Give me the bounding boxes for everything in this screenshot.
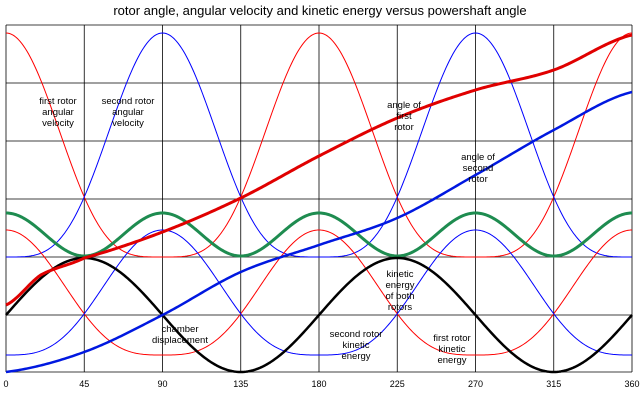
annotation-second-rotor-kinetic-energy: second rotor [330, 329, 383, 340]
x-tick-label: 135 [233, 379, 248, 389]
x-tick-label: 270 [468, 379, 483, 389]
x-tick-label: 225 [390, 379, 405, 389]
annotation-first-rotor-kinetic-energy: kinetic [439, 344, 466, 355]
series-first-rotor-angular-velocity [5, 32, 633, 258]
grid [5, 24, 633, 373]
series-angle-of-first-rotor [5, 33, 633, 307]
series-second-rotor-kinetic-energy [6, 229, 632, 356]
annotation-angle-of-first-rotor: first [396, 111, 412, 122]
series-second-rotor-angular-velocity [6, 32, 632, 258]
annotation-second-rotor-angular-velocity: second rotor [102, 96, 155, 107]
chart-title: rotor angle, angular velocity and kineti… [113, 3, 527, 18]
annotation-kinetic-energy-of-both-rotors: kinetic [387, 269, 414, 280]
annotation-first-rotor-angular-velocity: velocity [42, 118, 74, 129]
annotation-first-rotor-angular-velocity: first rotor [39, 96, 76, 107]
series-angle-of-second-rotor [5, 90, 633, 374]
x-tick-label: 360 [624, 379, 639, 389]
series-layer [5, 32, 633, 374]
annotation-second-rotor-angular-velocity: velocity [112, 118, 144, 129]
x-tick-label: 0 [3, 379, 8, 389]
annotation-angle-of-first-rotor: rotor [394, 122, 414, 133]
annotation-second-rotor-kinetic-energy: energy [341, 351, 370, 362]
annotation-second-rotor-kinetic-energy: kinetic [343, 340, 370, 351]
series-kinetic-energy-of-both-rotors [5, 211, 633, 258]
x-tick-label: 45 [79, 379, 89, 389]
annotation-first-rotor-kinetic-energy: energy [437, 355, 466, 366]
x-axis-ticks: 0 45 90 135 180 225 270 315 360 [3, 379, 639, 389]
x-tick-label: 315 [546, 379, 561, 389]
annotation-first-rotor-kinetic-energy: first rotor [433, 333, 470, 344]
annotation-angle-of-first-rotor: angle of [387, 100, 421, 111]
annotation-kinetic-energy-of-both-rotors: of both [385, 291, 414, 302]
annotation-second-rotor-angular-velocity: angular [112, 107, 144, 118]
x-tick-label: 180 [311, 379, 326, 389]
annotation-chamber-displacement: chamber [162, 324, 199, 335]
annotation-kinetic-energy-of-both-rotors: rotors [388, 302, 413, 313]
annotation-first-rotor-angular-velocity: angular [42, 107, 74, 118]
annotation-angle-of-second-rotor: second [463, 163, 494, 174]
annotation-chamber-displacement: displacement [152, 335, 208, 346]
x-tick-label: 90 [157, 379, 167, 389]
annotation-kinetic-energy-of-both-rotors: energy [385, 280, 414, 291]
annotation-angle-of-second-rotor: rotor [468, 174, 488, 185]
series-chamber-displacement [5, 256, 633, 374]
annotation-angle-of-second-rotor: angle of [461, 152, 495, 163]
